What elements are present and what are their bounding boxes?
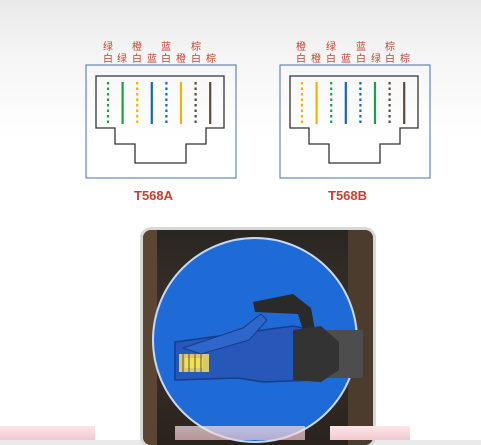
- t568b-bottom-label-1: 白: [296, 54, 306, 65]
- t568a-title: T568A: [134, 188, 174, 203]
- t568a-bottom-label-1: 白: [103, 54, 113, 65]
- t568a-diagram: [85, 64, 237, 179]
- decor-strip-left: [0, 426, 95, 440]
- rj45-illustration: [143, 230, 373, 445]
- t568b-bottom-label-4: 蓝: [341, 54, 351, 65]
- t568b-diagram: [279, 64, 431, 179]
- t568b-bottom-label-7: 白: [385, 54, 395, 65]
- t568a-connector-outline: [95, 75, 225, 164]
- t568b-connector-outline: [289, 75, 419, 164]
- t568a-bottom-label-8: 棕: [206, 54, 216, 65]
- t568b-title: T568B: [328, 188, 368, 203]
- t568b-bottom-label-8: 棕: [400, 54, 410, 65]
- t568a-top-label-2: 橙: [132, 42, 142, 53]
- wiring-diagrams: [85, 64, 431, 179]
- t568b-bottom-label-6: 绿: [371, 54, 381, 65]
- t568a-bottom-label-6: 橙: [176, 54, 186, 65]
- t568a-bottom-label-5: 白: [161, 54, 171, 65]
- decor-strip-right: [330, 426, 410, 440]
- t568b-bottom-label-2: 橙: [311, 54, 321, 65]
- t568b-wires: [300, 82, 406, 124]
- t568b-top-label-3: 蓝: [356, 42, 366, 53]
- t568a-top-label-4: 棕: [191, 42, 201, 53]
- t568a-bottom-label-4: 蓝: [147, 54, 157, 65]
- t568a-top-label-3: 蓝: [161, 42, 171, 53]
- t568a-top-label-1: 绿: [103, 42, 113, 53]
- t568b-bottom-label-5: 白: [356, 54, 366, 65]
- t568b-top-label-2: 绿: [326, 42, 336, 53]
- rj45-photo: [143, 230, 373, 445]
- t568b-top-label-4: 棕: [385, 42, 395, 53]
- t568b-frame: [279, 64, 431, 179]
- t568a-wires: [106, 82, 212, 124]
- t568a-bottom-label-7: 白: [191, 54, 201, 65]
- t568b-top-label-1: 橙: [296, 42, 306, 53]
- t568a-bottom-label-2: 绿: [117, 54, 127, 65]
- t568a-frame: [85, 64, 237, 179]
- t568a-bottom-label-3: 白: [132, 54, 142, 65]
- decor-strip-center: [175, 426, 305, 440]
- t568b-bottom-label-3: 白: [326, 54, 336, 65]
